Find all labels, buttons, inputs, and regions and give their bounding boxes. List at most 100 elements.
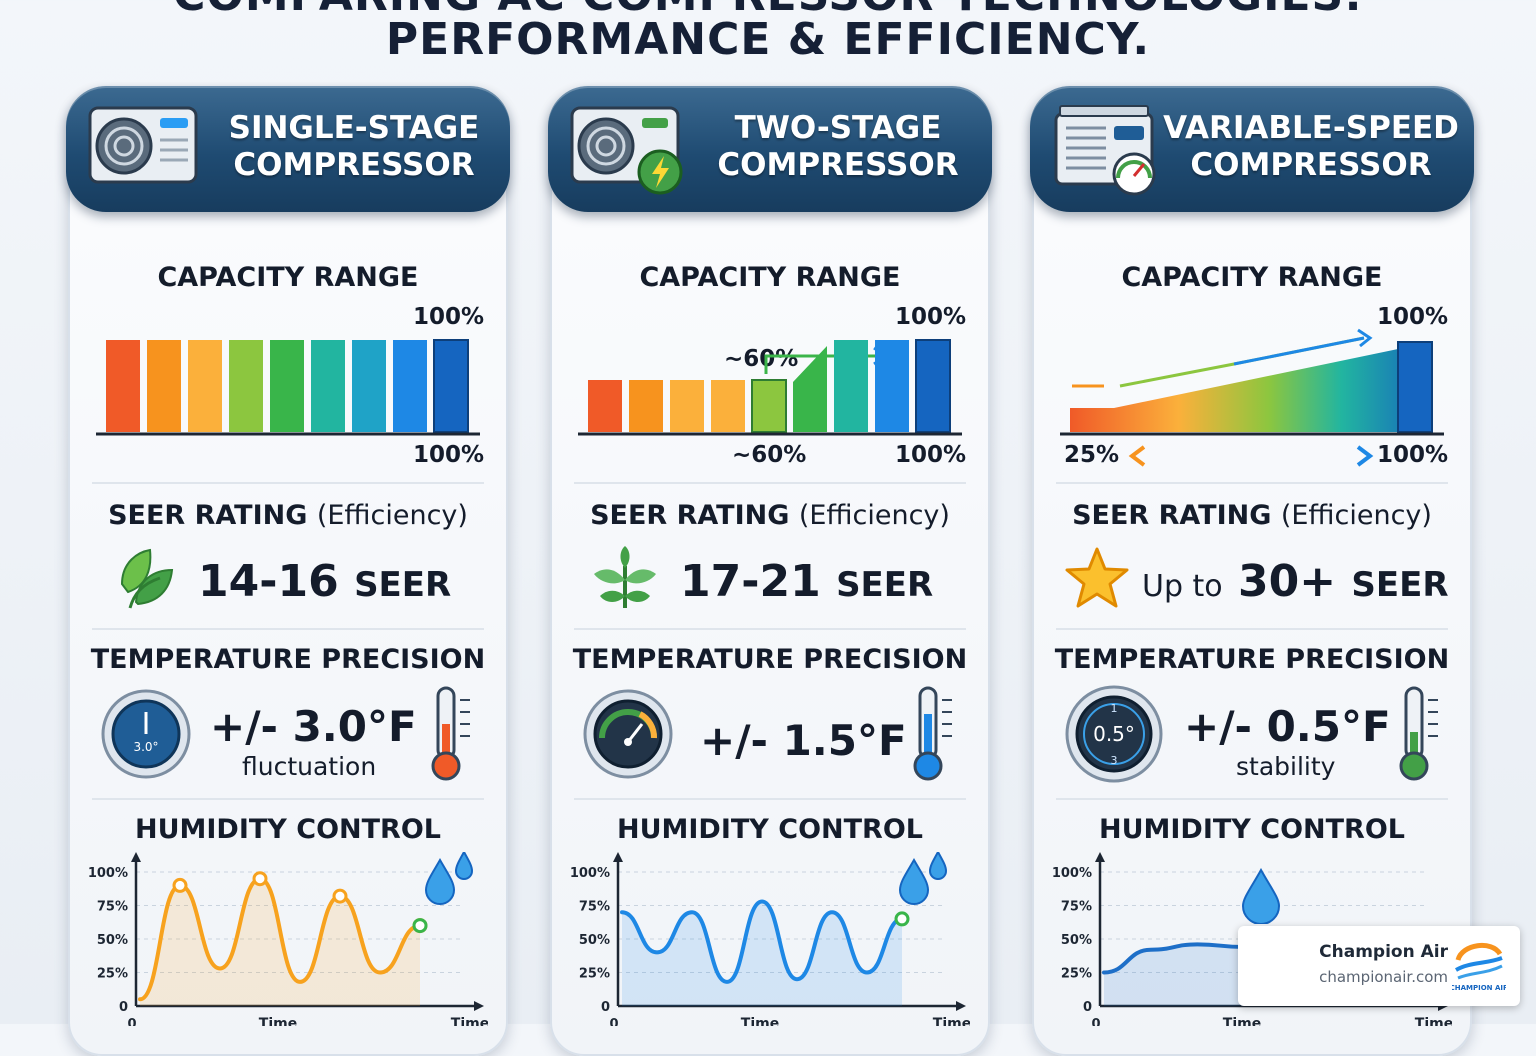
capacity-ramp bbox=[1070, 342, 1432, 432]
capacity-bar bbox=[1397, 341, 1433, 433]
x-axis-arrow bbox=[474, 1001, 484, 1011]
x-axis-label: Time bbox=[451, 1016, 488, 1026]
range-double-arrow-icon bbox=[1128, 445, 1374, 467]
area-fill bbox=[140, 878, 420, 1006]
capacity-bar bbox=[629, 380, 663, 432]
temp-value: +/- 3.0°F bbox=[210, 702, 417, 751]
sprout-icon bbox=[594, 546, 656, 608]
card-header: TWO-STAGE COMPRESSOR bbox=[548, 86, 992, 212]
temperature-title: TEMPERATURE PRECISION bbox=[90, 644, 486, 675]
y-tick-label: 100% bbox=[570, 866, 610, 881]
capacity-bar bbox=[751, 379, 787, 433]
temperature-title: TEMPERATURE PRECISION bbox=[572, 644, 968, 675]
y-tick-label: 50% bbox=[579, 933, 610, 948]
capacity-bar bbox=[352, 340, 386, 432]
y-tick-label: 0 bbox=[601, 1000, 610, 1015]
seer-title-light: (Efficiency) bbox=[316, 500, 468, 531]
card-single-stage: SINGLE-STAGE COMPRESSOR CAPACITY RANGE 1… bbox=[66, 86, 510, 1056]
humidity-title: HUMIDITY CONTROL bbox=[1099, 814, 1405, 845]
y-tick-label: 75% bbox=[97, 900, 128, 915]
seer-title-bold: SEER RATING bbox=[590, 500, 790, 531]
seer-title-light: (Efficiency) bbox=[1280, 500, 1432, 531]
ac-unit-icon bbox=[88, 106, 198, 184]
brand-badge: Champion Air championair.com CHAMPION AI… bbox=[1238, 926, 1520, 1006]
capacity-bottom-label: 100% bbox=[412, 442, 484, 468]
capacity-ramp bbox=[793, 346, 827, 432]
y-tick-label: 50% bbox=[1061, 933, 1092, 948]
leaf-icon bbox=[120, 548, 174, 609]
capacity-bar bbox=[311, 340, 345, 432]
divider bbox=[574, 628, 966, 630]
page-title-line2: PERFORMANCE & EFFICIENCY. bbox=[385, 14, 1151, 65]
card-variable-speed: VARIABLE-SPEED COMPRESSOR CAPACITY RANGE… bbox=[1030, 86, 1474, 1056]
card-title-line2: COMPRESSOR bbox=[233, 147, 475, 183]
data-point bbox=[172, 877, 188, 893]
y-tick-label: 25% bbox=[1061, 967, 1092, 982]
x-tick-label: 0 bbox=[1091, 1017, 1100, 1026]
capacity-bar bbox=[393, 340, 427, 432]
thermometer-icon bbox=[913, 686, 952, 781]
data-point bbox=[412, 918, 428, 934]
x-axis-label: Time bbox=[1415, 1016, 1452, 1026]
y-tick-label: 100% bbox=[1052, 866, 1092, 881]
seer-prefix: Up to bbox=[1142, 569, 1223, 604]
capacity-bar bbox=[188, 340, 222, 432]
card-title-line1: TWO-STAGE bbox=[734, 110, 942, 146]
speedometer-gauge-icon bbox=[583, 689, 673, 779]
card-title-line1: SINGLE-STAGE bbox=[228, 110, 480, 146]
gauge-label: 0.5° bbox=[1093, 722, 1135, 746]
seer-title-light: (Efficiency) bbox=[798, 500, 950, 531]
temp-value: +/- 1.5°F bbox=[700, 716, 907, 765]
y-tick-label: 50% bbox=[97, 933, 128, 948]
y-tick-label: 25% bbox=[97, 967, 128, 982]
y-axis-arrow bbox=[1095, 852, 1105, 862]
area-fill bbox=[622, 901, 902, 1006]
x-axis-label: Time bbox=[741, 1016, 779, 1026]
temperature-title: TEMPERATURE PRECISION bbox=[1054, 644, 1450, 675]
water-drop-icon bbox=[1241, 868, 1281, 924]
capacity-bar bbox=[588, 380, 622, 432]
x-tick-label: 0 bbox=[609, 1017, 618, 1026]
capacity-bar bbox=[229, 340, 263, 432]
divider bbox=[1056, 798, 1448, 800]
capacity-bar bbox=[270, 340, 304, 432]
star-icon bbox=[1065, 547, 1129, 608]
divider bbox=[574, 482, 966, 484]
y-tick-label: 75% bbox=[1061, 900, 1092, 915]
y-axis-arrow bbox=[613, 852, 623, 862]
y-tick-label: 0 bbox=[119, 1000, 128, 1015]
ac-unit-gauge-icon bbox=[1054, 105, 1156, 196]
data-point bbox=[332, 888, 348, 904]
capacity-title: CAPACITY RANGE bbox=[1121, 262, 1383, 293]
capacity-bars bbox=[96, 339, 480, 436]
y-tick-label: 0 bbox=[1083, 1000, 1092, 1015]
y-axis-arrow bbox=[131, 852, 141, 862]
seer-row: Up to 30+ SEER bbox=[1034, 546, 1470, 616]
card-header: SINGLE-STAGE COMPRESSOR bbox=[66, 86, 510, 212]
data-point bbox=[894, 911, 910, 927]
seer-unit: SEER bbox=[354, 565, 452, 605]
capacity-bar bbox=[915, 339, 951, 433]
capacity-top-label: 100% bbox=[894, 304, 966, 330]
data-point bbox=[252, 871, 268, 887]
x-axis-label: Time bbox=[933, 1016, 970, 1026]
seer-title: SEER RATING (Efficiency) bbox=[552, 500, 988, 531]
capacity-bottom-left-label: ~60% bbox=[732, 442, 807, 468]
capacity-title: CAPACITY RANGE bbox=[639, 262, 901, 293]
capacity-bars bbox=[578, 339, 962, 436]
thermostat-dial-icon: 3.0° bbox=[101, 689, 191, 779]
y-tick-label: 25% bbox=[579, 967, 610, 982]
humidity-title: HUMIDITY CONTROL bbox=[135, 814, 441, 845]
humidity-chart: 100% 75% 50% 25% 0 0 Time Time bbox=[570, 852, 970, 1026]
thermometer-icon bbox=[431, 686, 470, 781]
capacity-top-label: 100% bbox=[412, 304, 484, 330]
card-title-line2: COMPRESSOR bbox=[1190, 147, 1432, 183]
seer-value: 30+ bbox=[1237, 556, 1337, 607]
brand-name: Champion Air bbox=[1319, 942, 1448, 962]
divider bbox=[1056, 482, 1448, 484]
x-tick-label: 0 bbox=[127, 1017, 136, 1026]
capacity-ramp-chart bbox=[1060, 328, 1444, 436]
gauge-bottom: 3 bbox=[1111, 754, 1118, 767]
series-line bbox=[620, 899, 904, 984]
capacity-bottom-label: 100% bbox=[1376, 442, 1448, 468]
